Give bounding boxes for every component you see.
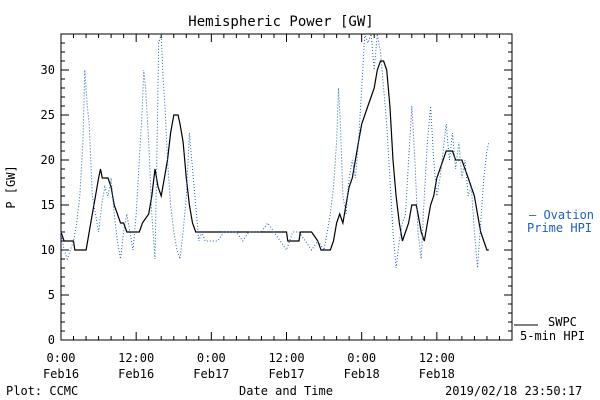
y-tick-label: 0 (48, 333, 55, 347)
series-swpc-5min-hpi (60, 60, 489, 251)
y-tick-label: 5 (48, 288, 55, 302)
x-tick-label-time: 0:00 (47, 351, 76, 365)
y-tick-label: 15 (41, 198, 55, 212)
x-tick-label-time: 12:00 (118, 351, 154, 365)
x-tick-label-date: Feb18 (419, 367, 455, 381)
series-ovation-prime-hpi (60, 33, 490, 269)
x-tick-label-date: Feb18 (344, 367, 380, 381)
legend-ovation: — Ovation Prime HPI (527, 208, 594, 235)
footer-timestamp: 2019/02/18 23:50:17 (445, 384, 582, 398)
legend-swpc: SWPC 5-min HPI (514, 315, 585, 343)
x-axis: 0:00 Feb16 12:00 Feb16 0:00 Feb17 12:00 Feb17 0:… (43, 34, 513, 381)
x-tick-label-time: 12:00 (268, 351, 304, 365)
x-tick-label-date: Feb17 (193, 367, 229, 381)
chart-title: Hemispheric Power [GW] (188, 14, 373, 30)
y-tick-label: 25 (41, 108, 55, 122)
legend-swpc-line2: 5-min HPI (520, 329, 585, 343)
legend-ovation-line2: Prime HPI (527, 221, 592, 235)
y-axis-label: P [GW] (4, 165, 18, 208)
footer-plot-credit: Plot: CCMC (6, 384, 78, 398)
legend-swpc-line1: SWPC (548, 315, 577, 329)
y-tick-label: 30 (41, 63, 55, 77)
plot-frame (60, 33, 513, 341)
x-tick-label-date: Feb16 (118, 367, 154, 381)
y-tick-label: 20 (41, 153, 55, 167)
series-layer (60, 33, 490, 269)
x-tick-label-time: 0:00 (347, 351, 376, 365)
x-axis-label: Date and Time (239, 384, 333, 398)
x-tick-label-date: Feb17 (268, 367, 304, 381)
y-tick-label: 10 (41, 243, 55, 257)
legend-ovation-line1: — Ovation (529, 208, 594, 222)
x-tick-label-time: 12:00 (419, 351, 455, 365)
x-tick-label-time: 0:00 (197, 351, 226, 365)
x-tick-label-date: Feb16 (43, 367, 79, 381)
